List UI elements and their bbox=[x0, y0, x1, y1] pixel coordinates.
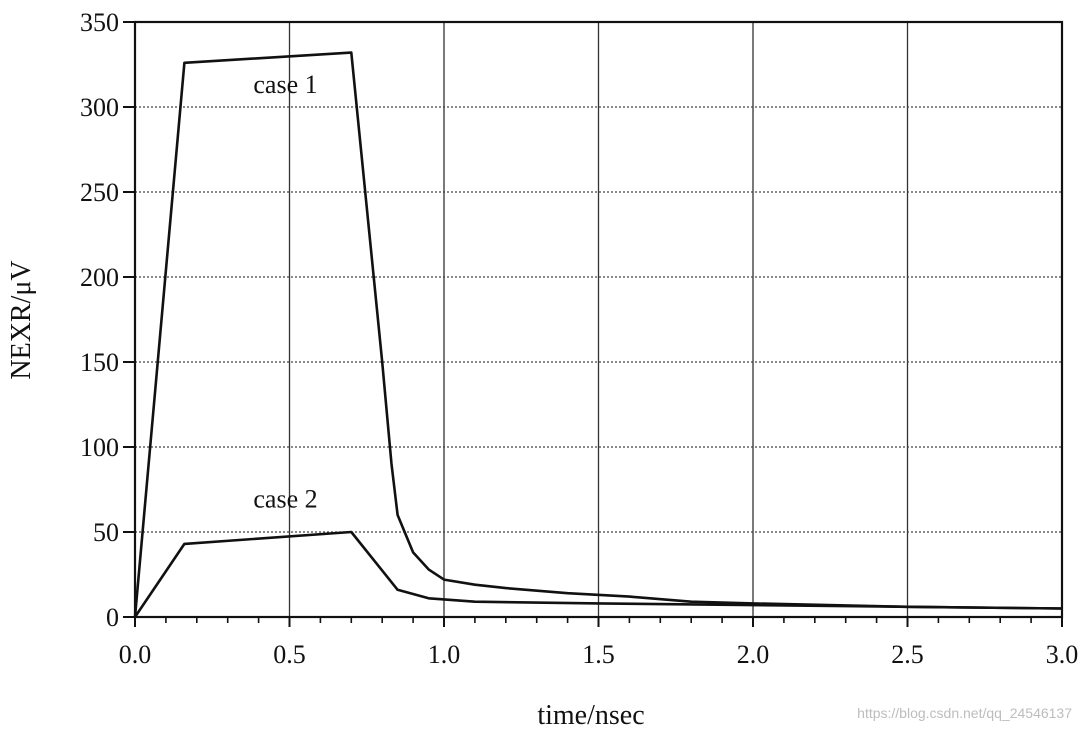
y-tick-label: 250 bbox=[80, 178, 119, 207]
x-tick-label: 1.5 bbox=[582, 640, 615, 669]
y-tick-label: 0 bbox=[106, 603, 119, 632]
series-lines bbox=[133, 51, 1063, 618]
y-tick-label: 350 bbox=[80, 8, 119, 37]
plot-frame bbox=[133, 20, 1064, 619]
y-tick-label: 100 bbox=[80, 433, 119, 462]
x-tick-label: 1.0 bbox=[428, 640, 461, 669]
series-line-case-1 bbox=[133, 51, 1063, 618]
x-tick-label: 2.0 bbox=[737, 640, 770, 669]
x-axis-title: time/nsec bbox=[537, 700, 644, 730]
y-tick-label: 150 bbox=[80, 348, 119, 377]
y-tick-label: 200 bbox=[80, 263, 119, 292]
x-tick-label: 0.5 bbox=[273, 640, 306, 669]
y-tick-label: 50 bbox=[93, 518, 119, 547]
grid bbox=[135, 22, 1062, 617]
x-tick-label: 0.0 bbox=[119, 640, 152, 669]
annotations: case 1 case 2 bbox=[253, 70, 317, 514]
axis-ticks bbox=[123, 21, 1063, 627]
annotation-label: case 1 bbox=[253, 70, 317, 99]
x-tick-label: 3.0 bbox=[1046, 640, 1079, 669]
annotation-label: case 2 bbox=[253, 485, 317, 514]
x-tick-label: 2.5 bbox=[891, 640, 924, 669]
watermark: https://blog.csdn.net/qq_24546137 bbox=[857, 705, 1072, 721]
tick-labels: 0.0 0.5 1.0 1.5 2.0 2.5 3.0 0 50 100 150 200 250 300 3… bbox=[80, 8, 1078, 669]
y-axis-title: NEXR/μV bbox=[6, 260, 37, 379]
series-line-case-2 bbox=[133, 530, 1063, 618]
y-tick-label: 300 bbox=[80, 93, 119, 122]
